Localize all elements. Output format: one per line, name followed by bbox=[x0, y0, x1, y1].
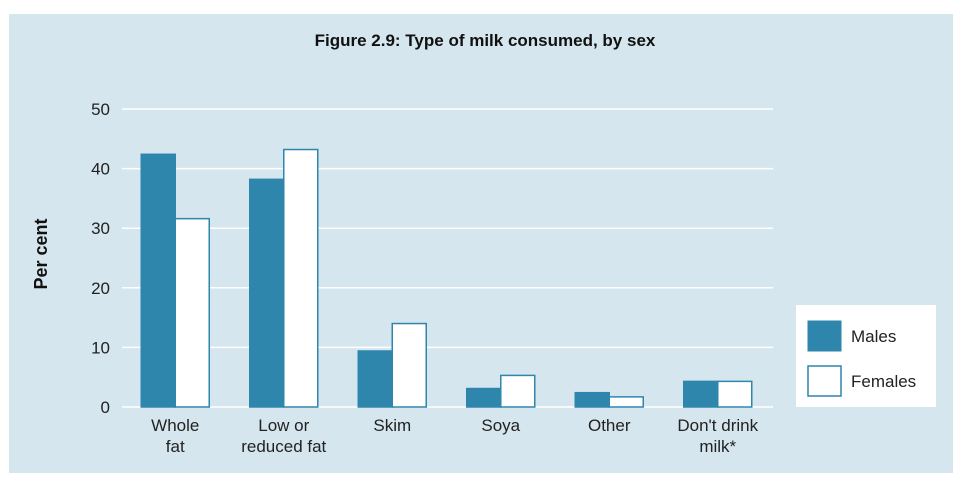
bar-females bbox=[391, 322, 427, 408]
legend-label-females: Females bbox=[851, 372, 916, 391]
bar-males bbox=[574, 391, 610, 408]
bar-males bbox=[249, 178, 285, 408]
legend-swatch-males bbox=[807, 320, 842, 352]
bars bbox=[140, 148, 753, 408]
category-label: Soya bbox=[481, 416, 520, 435]
bar-males bbox=[466, 387, 502, 408]
legend: Males Females bbox=[796, 305, 936, 407]
bar-females bbox=[500, 374, 536, 408]
bar-males bbox=[140, 153, 176, 408]
y-tick-label: 30 bbox=[91, 219, 110, 238]
y-tick-label: 50 bbox=[91, 100, 110, 119]
bar-males bbox=[683, 380, 719, 408]
category-label: Don't drink milk* bbox=[677, 416, 758, 456]
y-tick-label: 40 bbox=[91, 160, 110, 179]
y-tick-label: 20 bbox=[91, 279, 110, 298]
category-label: Low or reduced fat bbox=[241, 416, 326, 456]
bar-females bbox=[608, 396, 644, 408]
bar-males bbox=[357, 350, 393, 408]
bar-females bbox=[717, 380, 753, 408]
chart-title: Figure 2.9: Type of milk consumed, by se… bbox=[315, 31, 656, 50]
category-label: Other bbox=[588, 416, 631, 435]
bar-females bbox=[174, 217, 210, 408]
y-tick-labels: 0 10 20 30 40 50 bbox=[91, 100, 110, 417]
legend-label-males: Males bbox=[851, 327, 896, 346]
y-tick-label: 0 bbox=[101, 398, 110, 417]
y-axis-label: Per cent bbox=[31, 218, 51, 289]
category-label: Skim bbox=[373, 416, 411, 435]
category-label: Whole fat bbox=[151, 416, 199, 456]
legend-swatch-females bbox=[807, 365, 842, 397]
bar-females bbox=[283, 148, 319, 408]
category-labels: Whole fat Low or reduced fat Skim Soya Other Do… bbox=[151, 416, 758, 456]
y-tick-label: 10 bbox=[91, 338, 110, 357]
gridlines bbox=[122, 108, 773, 408]
